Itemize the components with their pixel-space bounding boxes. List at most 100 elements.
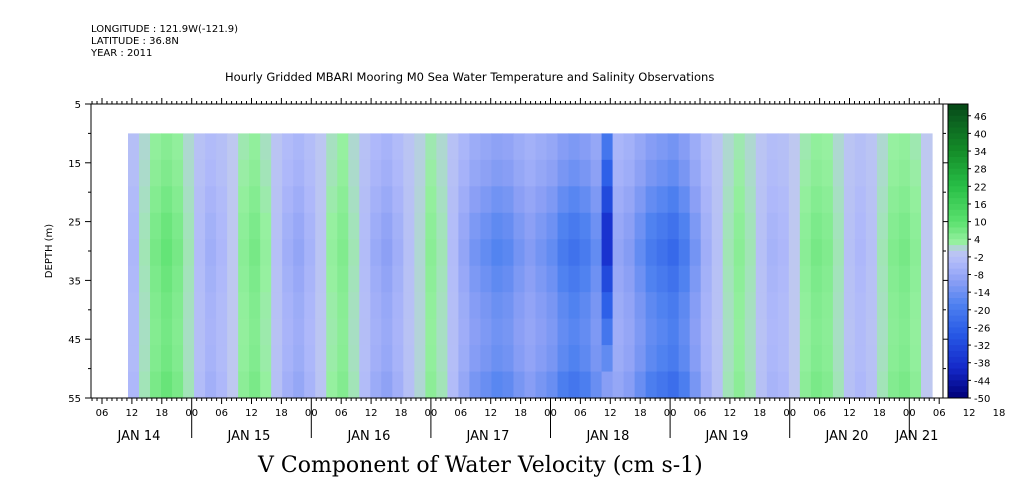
heatmap-cell — [172, 318, 184, 346]
colorbar-label: 10 — [974, 218, 987, 229]
heatmap-cell — [216, 212, 228, 240]
heatmap-cell — [128, 133, 140, 161]
heatmap-cell — [557, 318, 570, 346]
heatmap-cell — [711, 265, 724, 293]
x-hour-label: 06 — [694, 408, 707, 419]
heatmap-cell — [667, 265, 680, 293]
heatmap-cell — [788, 292, 801, 320]
heatmap-cell — [513, 159, 526, 187]
heatmap-cell — [337, 265, 349, 293]
heatmap-cell — [172, 212, 184, 240]
heatmap-cell — [821, 292, 834, 320]
heatmap-cell — [161, 318, 173, 346]
heatmap-cell — [601, 159, 614, 187]
heatmap-cell — [887, 345, 900, 373]
heatmap-cell — [821, 265, 834, 293]
heatmap-cell — [447, 186, 460, 214]
heatmap-cell — [480, 265, 493, 293]
heatmap-cell — [293, 318, 305, 346]
heatmap-cell — [249, 345, 261, 373]
heatmap-cell — [128, 239, 140, 267]
heatmap-cell — [645, 265, 658, 293]
heatmap-cell — [502, 371, 515, 399]
heatmap-cell — [370, 292, 382, 320]
heatmap-cell — [579, 371, 592, 399]
heatmap-cell — [249, 371, 261, 399]
heatmap-cell — [238, 239, 250, 267]
colorbar-swatch — [948, 345, 968, 352]
heatmap-cell — [876, 159, 889, 187]
heatmap-cell — [293, 371, 305, 399]
heatmap-cell — [502, 159, 515, 187]
colorbar-label: -20 — [974, 306, 990, 317]
heatmap-cell — [711, 345, 724, 373]
heatmap-cell — [821, 371, 834, 399]
heatmap-cell — [403, 265, 415, 293]
heatmap-cell — [238, 159, 250, 187]
heatmap-cell — [810, 186, 823, 214]
heatmap-cell — [755, 345, 768, 373]
colorbar-swatch — [948, 386, 968, 393]
heatmap-cell — [601, 318, 614, 346]
heatmap-cell — [414, 159, 426, 187]
x-hour-label: 06 — [933, 408, 946, 419]
heatmap-cell — [766, 265, 779, 293]
heatmap-cell — [249, 318, 261, 346]
heatmap-cell — [392, 318, 404, 346]
heatmap-cell — [546, 318, 559, 346]
colorbar-swatch — [948, 327, 968, 334]
heatmap-cell — [381, 292, 393, 320]
heatmap-cell — [898, 186, 911, 214]
heatmap-cell — [788, 186, 801, 214]
heatmap-cell — [733, 212, 746, 240]
heatmap-cell — [337, 159, 349, 187]
x-hour-label: 06 — [96, 408, 109, 419]
heatmap-cell — [425, 159, 437, 187]
heatmap-cell — [392, 239, 404, 267]
heatmap-cell — [205, 186, 217, 214]
heatmap-cell — [139, 318, 151, 346]
longitude-label: LONGITUDE : 121.9W(-121.9) — [91, 24, 238, 35]
heatmap-cell — [909, 239, 922, 267]
heatmap-cell — [447, 318, 460, 346]
latitude-label: LATITUDE : 36.8N — [91, 36, 179, 47]
heatmap-cell — [601, 345, 614, 373]
heatmap-cell — [744, 133, 757, 161]
heatmap-cell — [645, 159, 658, 187]
colorbar-label: -26 — [974, 323, 990, 334]
heatmap-cell — [381, 159, 393, 187]
heatmap-cell — [491, 212, 504, 240]
heatmap-cell — [370, 345, 382, 373]
heatmap-cell — [458, 239, 471, 267]
heatmap-cell — [271, 265, 283, 293]
heatmap-cell — [403, 133, 415, 161]
heatmap-cell — [865, 318, 878, 346]
heatmap-cell — [491, 371, 504, 399]
heatmap-cell — [667, 212, 680, 240]
heatmap-cell — [524, 186, 537, 214]
heatmap-cell — [172, 371, 184, 399]
heatmap-cell — [898, 239, 911, 267]
heatmap-cell — [304, 345, 316, 373]
heatmap-cell — [183, 345, 195, 373]
heatmap-cell — [623, 239, 636, 267]
x-hour-label: 18 — [873, 408, 886, 419]
heatmap-cell — [491, 239, 504, 267]
heatmap-cell — [755, 212, 768, 240]
heatmap-cell — [887, 265, 900, 293]
heatmap-cell — [337, 239, 349, 267]
heatmap-cell — [722, 133, 735, 161]
heatmap-cell — [414, 371, 426, 399]
heatmap-cell — [722, 292, 735, 320]
heatmap-cell — [414, 265, 426, 293]
colorbar-swatch — [948, 192, 968, 199]
heatmap-cell — [480, 159, 493, 187]
heatmap-cell — [150, 186, 162, 214]
heatmap-cell — [337, 371, 349, 399]
heatmap-cell — [227, 292, 239, 320]
heatmap-cell — [326, 318, 338, 346]
heatmap-cell — [524, 212, 537, 240]
heatmap-cell — [348, 292, 360, 320]
heatmap-cell — [238, 371, 250, 399]
heatmap-cell — [271, 159, 283, 187]
